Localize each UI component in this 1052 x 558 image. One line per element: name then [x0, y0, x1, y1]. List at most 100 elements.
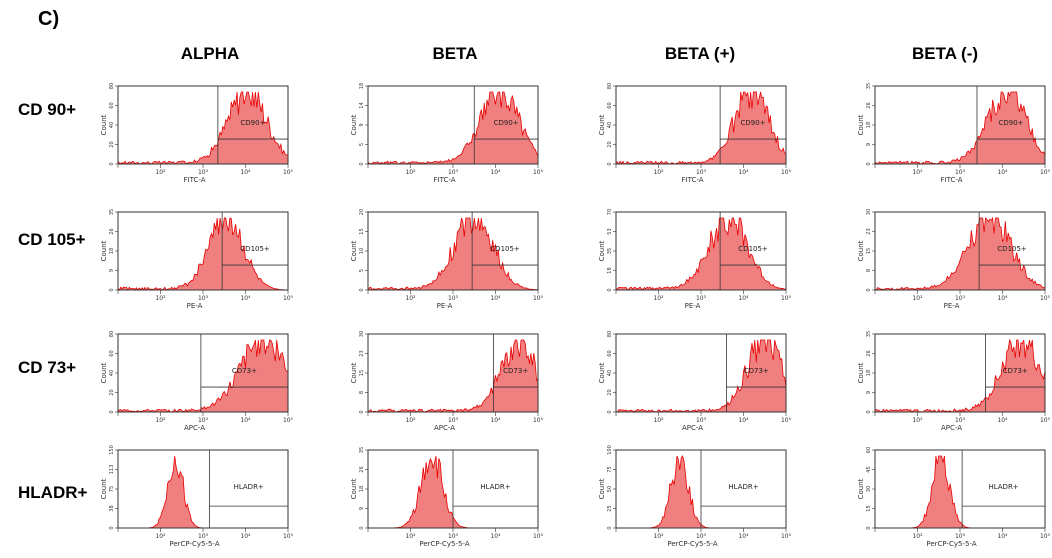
x-tick-label: 10⁴: [240, 169, 251, 176]
y-tick-label: 60: [866, 447, 872, 453]
y-tick-label: 35: [359, 447, 365, 453]
gate-label: HLADR+: [480, 483, 510, 491]
histogram-series: [875, 455, 1045, 529]
y-tick-label: 0: [866, 410, 872, 413]
y-tick-label: 9: [359, 123, 365, 126]
y-tick-label: 30: [359, 331, 365, 337]
y-tick-label: 26: [866, 350, 872, 356]
x-tick-label: 10⁴: [240, 533, 251, 540]
gate-label: CD90+: [998, 119, 1023, 127]
y-tick-label: 18: [359, 83, 365, 89]
gate-label: HLADR+: [988, 483, 1018, 491]
y-tick-label: 20: [607, 141, 613, 147]
y-tick-label: 45: [866, 466, 872, 472]
x-tick-label: 10⁴: [997, 417, 1008, 424]
y-tick-label: 0: [359, 288, 365, 291]
x-tick-label: 10⁵: [1040, 533, 1051, 540]
x-tick-label: 10⁴: [490, 533, 501, 540]
x-tick-label: 10³: [448, 533, 459, 540]
y-tick-label: 100: [607, 445, 613, 455]
y-tick-label: 80: [109, 331, 115, 337]
x-axis-label: PE-A: [685, 302, 701, 310]
x-tick-label: 10³: [955, 533, 966, 540]
gate-label: CD73+: [232, 367, 257, 375]
y-axis-label: Count: [100, 114, 108, 135]
x-tick-label: 10³: [448, 169, 459, 176]
y-tick-label: 40: [607, 370, 613, 376]
x-axis-label: PerCP-Cy5-5-A: [419, 540, 469, 548]
x-tick-label: 10⁴: [240, 295, 251, 302]
x-axis-label: PerCP-Cy5-5-A: [169, 540, 219, 548]
x-tick-label: 10²: [405, 417, 416, 424]
y-axis-label: Count: [100, 240, 108, 261]
gate-label: CD73+: [744, 367, 769, 375]
y-tick-label: 20: [109, 141, 115, 147]
y-tick-label: 15: [359, 370, 365, 376]
histogram-panel: HLADR+ 10² 10³ 10⁴ 10⁵ PerCP-Cy5-5-A Count 0 9 18…: [350, 447, 544, 548]
x-axis-label: FITC-A: [433, 176, 455, 184]
x-tick-label: 10⁴: [490, 417, 501, 424]
y-tick-label: 26: [359, 466, 365, 472]
histogram-series: [874, 338, 1046, 413]
x-tick-label: 10²: [155, 417, 166, 424]
y-tick-label: 15: [359, 228, 365, 234]
y-tick-label: 35: [607, 248, 613, 254]
histogram-series: [117, 217, 289, 291]
y-tick-label: 30: [866, 486, 872, 492]
histogram-panel: HLADR+ 10² 10³ 10⁴ 10⁵ PerCP-Cy5-5-A Count 0 15 3…: [857, 447, 1051, 548]
row-label-cd73: CD 73+: [18, 358, 77, 377]
y-axis-label: Count: [350, 114, 358, 135]
y-axis-label: Count: [857, 240, 865, 261]
x-tick-label: 10⁴: [738, 295, 749, 302]
x-tick-label: 10³: [696, 533, 707, 540]
y-axis-label: Count: [598, 362, 606, 383]
row-label-hladr: HLADR+: [18, 483, 88, 502]
x-axis-label: FITC-A: [940, 176, 962, 184]
x-tick-label: 10²: [155, 533, 166, 540]
gate-label: CD90+: [494, 119, 519, 127]
y-tick-label: 80: [607, 331, 613, 337]
y-tick-label: 25: [607, 505, 613, 511]
histogram-series: [367, 91, 539, 165]
x-tick-label: 10⁵: [781, 533, 792, 540]
column-header-beta: BETA: [432, 44, 478, 63]
y-tick-label: 26: [109, 228, 115, 234]
histogram-panel: HLADR+ 10² 10³ 10⁴ 10⁵ PerCP-Cy5-5-A Count 0 25 5…: [598, 445, 792, 548]
y-tick-label: 40: [109, 122, 115, 128]
y-tick-label: 5: [359, 143, 365, 146]
y-tick-label: 38: [109, 505, 115, 511]
x-tick-label: 10²: [155, 295, 166, 302]
histogram-panel: CD105+ 10² 10³ 10⁴ 10⁵ PE-A Count 0 5 10 15 20: [350, 209, 544, 310]
x-tick-label: 10⁵: [781, 295, 792, 302]
x-tick-label: 10²: [912, 169, 923, 176]
histogram-panel: CD90+ 10² 10³ 10⁴ 10⁵ FITC-A Count 0 9 18 26 35: [857, 83, 1051, 184]
x-axis-label: FITC-A: [681, 176, 703, 184]
y-tick-label: 23: [866, 228, 872, 234]
histogram-panel: CD105+ 10² 10³ 10⁴ 10⁵ PE-A Count 0 9 18 26 35: [100, 209, 294, 310]
x-tick-label: 10⁵: [1040, 295, 1051, 302]
y-tick-label: 0: [109, 410, 115, 413]
x-tick-label: 10⁵: [781, 417, 792, 424]
x-tick-label: 10²: [405, 169, 416, 176]
panel-label: C): [38, 8, 60, 30]
y-tick-label: 113: [109, 465, 115, 475]
y-tick-label: 0: [607, 410, 613, 413]
y-tick-label: 80: [109, 83, 115, 89]
x-tick-label: 10⁵: [283, 295, 294, 302]
x-axis-label: PE-A: [944, 302, 960, 310]
gate-label: CD105+: [490, 245, 520, 253]
y-tick-label: 9: [109, 269, 115, 272]
x-tick-label: 10³: [448, 417, 459, 424]
histogram-series: [874, 216, 1046, 291]
gate-label: CD90+: [741, 119, 766, 127]
histogram-panel: CD90+ 10² 10³ 10⁴ 10⁵ FITC-A Count 0 20 40 60 80: [100, 83, 294, 184]
y-tick-label: 26: [866, 102, 872, 108]
y-tick-label: 0: [866, 526, 872, 529]
x-axis-label: APC-A: [682, 424, 703, 432]
x-tick-label: 10²: [653, 417, 664, 424]
x-axis-label: FITC-A: [183, 176, 205, 184]
x-tick-label: 10⁴: [240, 417, 251, 424]
histogram-series: [615, 91, 787, 165]
y-tick-label: 8: [359, 391, 365, 394]
